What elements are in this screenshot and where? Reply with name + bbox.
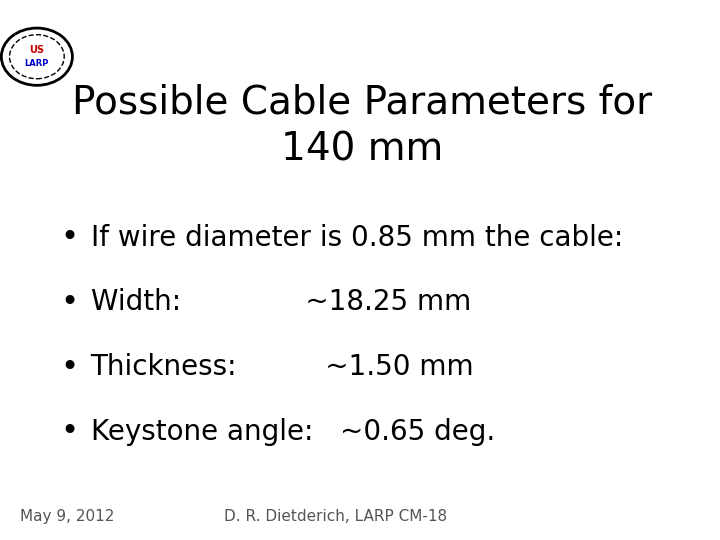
Text: •: •: [60, 223, 78, 252]
Text: US: US: [30, 45, 45, 55]
Text: D. R. Dietderich, LARP CM-18: D. R. Dietderich, LARP CM-18: [224, 509, 447, 524]
Circle shape: [5, 31, 69, 83]
Text: •: •: [60, 353, 78, 382]
Text: LARP: LARP: [24, 59, 49, 68]
Text: Width:              ~18.25 mm: Width: ~18.25 mm: [91, 288, 471, 316]
Text: If wire diameter is 0.85 mm the cable:: If wire diameter is 0.85 mm the cable:: [91, 224, 623, 252]
Text: •: •: [60, 417, 78, 447]
Text: Keystone angle:   ~0.65 deg.: Keystone angle: ~0.65 deg.: [91, 418, 495, 446]
Text: May 9, 2012: May 9, 2012: [20, 509, 114, 524]
Text: •: •: [60, 288, 78, 317]
Text: Thickness:          ~1.50 mm: Thickness: ~1.50 mm: [91, 353, 474, 381]
Text: Possible Cable Parameters for
140 mm: Possible Cable Parameters for 140 mm: [72, 84, 652, 168]
